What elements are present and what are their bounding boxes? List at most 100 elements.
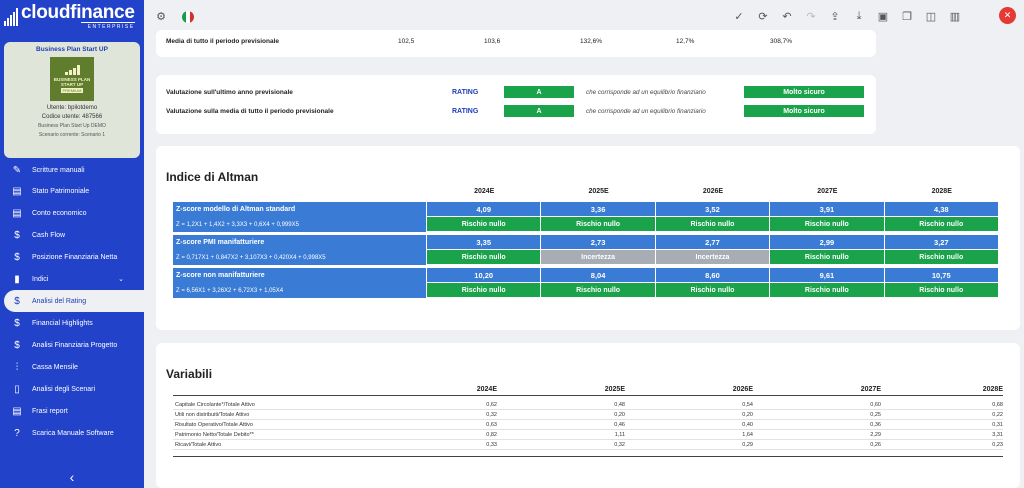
- year-header: 2025E: [588, 188, 609, 195]
- row-label: Utili non distribuiti/Totale Attivo: [175, 412, 250, 418]
- zscore-value: 3,27: [884, 235, 999, 250]
- year-header: 2028E: [931, 188, 952, 195]
- zscore-value: 3,35: [427, 235, 542, 250]
- media-value: 103,6: [484, 38, 501, 45]
- media-card: Media di tutto il periodo previsionale 1…: [156, 30, 876, 57]
- dollar-icon: $: [14, 251, 20, 263]
- altman-card: Indice di Altman 2024E 2025E 2026E 2027E…: [156, 146, 1020, 330]
- sidebar-item-cassa-mensile[interactable]: ⫶ Cassa Mensile: [0, 356, 144, 378]
- cell-value: 0,33: [486, 442, 497, 448]
- help-icon: ?: [14, 427, 20, 439]
- upload-icon[interactable]: ⇪: [830, 10, 840, 23]
- cell-value: 1,64: [742, 432, 753, 438]
- columns-icon[interactable]: ◫: [925, 10, 937, 23]
- zscore-value: 3,36: [541, 202, 656, 217]
- sidebar-item-label: Frasi report: [32, 407, 68, 415]
- bar-chart-icon: ▮: [14, 273, 20, 285]
- download-icon[interactable]: ⤓: [856, 9, 862, 22]
- cell-value: 0,63: [486, 422, 497, 428]
- year-header: 2026E: [732, 386, 753, 393]
- redo-icon[interactable]: ↷: [806, 10, 816, 23]
- sliders-icon: ⫶: [15, 361, 19, 373]
- chevron-left-icon: ‹: [69, 469, 75, 485]
- sidebar-item-scarica-manuale-software[interactable]: ? Scarica Manuale Software: [0, 422, 144, 444]
- year-header: 2027E: [817, 188, 838, 195]
- profile-card: Business Plan Start UP BUSINESS PLAN STA…: [4, 42, 140, 158]
- zscore-status: Rischio nullo: [427, 217, 542, 232]
- sidebar-nav: ✎ Scritture manuali ▤ Stato Patrimoniale…: [0, 160, 144, 444]
- row-label: Capitale Circolante*/Totale Attivo: [175, 402, 255, 408]
- table-row: Ricavi/Totale Attivo 0,33 0,32 0,29 0,26…: [173, 440, 1003, 450]
- settings-icon[interactable]: ⚙: [156, 10, 166, 23]
- sidebar-item-label: Stato Patrimoniale: [32, 187, 90, 195]
- rating-note: che corrisponde ad un equilibrio finanzi…: [586, 107, 706, 115]
- zscore-formula: Z = 1,2X1 + 1,4X2 + 3,3X3 + 0,6X4 + 0,99…: [173, 217, 427, 232]
- italian-flag-icon[interactable]: [182, 11, 194, 23]
- sidebar-item-indici[interactable]: ▮ Indici ⌄: [0, 268, 144, 290]
- altman-block-non-manifatturiere: Z-score non manifatturiere 10,20 8,04 8,…: [173, 268, 999, 298]
- document-icon: ▤: [12, 405, 22, 417]
- sidebar-item-posizione-finanziaria-netta[interactable]: $ Posizione Finanziaria Netta: [0, 246, 144, 268]
- media-value: 12,7%: [676, 38, 695, 45]
- valutazione-label: Valutazione sull'ultimo anno previsional…: [166, 88, 293, 96]
- sidebar-item-label: Cassa Mensile: [32, 363, 78, 371]
- cell-value: 2,29: [870, 432, 881, 438]
- rating-level-badge: Molto sicuro: [744, 105, 864, 117]
- sidebar-item-scritture-manuali[interactable]: ✎ Scritture manuali: [0, 160, 144, 180]
- document-icon: ▤: [12, 207, 22, 219]
- sidebar-item-cash-flow[interactable]: $ Cash Flow: [0, 224, 144, 246]
- profile-plan: Business Plan Start Up DEMO: [38, 123, 106, 129]
- undo-icon[interactable]: ↶: [782, 10, 792, 23]
- sidebar-item-label: Conto economico: [32, 209, 87, 217]
- plan-image-text-1: BUSINESS PLAN: [53, 77, 91, 82]
- growth-chart-icon: [64, 65, 80, 75]
- cell-value: 0,29: [742, 442, 753, 448]
- logo-bars-icon: [4, 8, 18, 26]
- zscore-status: Rischio nullo: [770, 250, 885, 265]
- plan-image: BUSINESS PLAN START UP PREMIUM: [50, 57, 94, 101]
- sidebar-item-label: Analisi degli Scenari: [32, 385, 96, 393]
- chevron-down-icon[interactable]: ⌄: [118, 276, 124, 283]
- cell-value: 0,60: [870, 402, 881, 408]
- altman-header: 2024E 2025E 2026E 2027E 2028E: [173, 188, 999, 200]
- close-button[interactable]: ✕: [999, 7, 1016, 24]
- table-row: Capitale Circolante*/Totale Attivo 0,62 …: [173, 400, 1003, 410]
- dollar-icon: $: [14, 317, 20, 329]
- year-header: 2028E: [982, 386, 1003, 393]
- rating-label: RATING: [452, 88, 479, 96]
- sidebar-collapse-button[interactable]: ‹: [0, 466, 144, 488]
- media-value: 102,5: [398, 38, 415, 45]
- dollar-icon: $: [14, 229, 20, 241]
- cell-value: 0,54: [742, 402, 753, 408]
- rating-badge: A: [504, 86, 574, 98]
- copy-icon[interactable]: ❐: [902, 10, 912, 23]
- rating-note: che corrisponde ad un equilibrio finanzi…: [586, 88, 706, 96]
- variabili-title: Variabili: [166, 367, 213, 381]
- sidebar-item-stato-patrimoniale[interactable]: ▤ Stato Patrimoniale: [0, 180, 144, 202]
- sidebar-item-analisi-del-rating[interactable]: $ Analisi del Rating: [4, 290, 144, 312]
- zscore-name: Z-score PMI manifatturiere: [173, 235, 427, 250]
- table-row: Utili non distribuiti/Totale Attivo 0,32…: [173, 410, 1003, 420]
- refresh-icon[interactable]: ⟳: [758, 10, 768, 23]
- pencil-icon: ✎: [12, 164, 22, 176]
- cell-value: 0,20: [742, 412, 753, 418]
- document-icon: ▤: [12, 185, 22, 197]
- cell-value: 0,68: [992, 402, 1003, 408]
- cell-value: 0,22: [992, 412, 1003, 418]
- sidebar-item-frasi-report[interactable]: ▤ Frasi report: [0, 400, 144, 422]
- sidebar-item-analisi-finanziaria-progetto[interactable]: $ Analisi Finanziaria Progetto: [0, 334, 144, 356]
- cell-value: 0,26: [870, 442, 881, 448]
- sidebar-item-analisi-degli-scenari[interactable]: ▯ Analisi degli Scenari: [0, 378, 144, 400]
- sidebar-item-conto-economico[interactable]: ▤ Conto economico: [0, 202, 144, 224]
- save-icon[interactable]: ▣: [877, 10, 889, 23]
- cell-value: 0,40: [742, 422, 753, 428]
- profile-code: Codice utente: 487566: [41, 114, 103, 120]
- altman-title: Indice di Altman: [166, 170, 259, 184]
- cell-value: 3,31: [992, 432, 1003, 438]
- sidebar-item-financial-highlights[interactable]: $ Financial Highlights: [0, 312, 144, 334]
- check-icon[interactable]: ✓: [734, 10, 744, 23]
- row-label: Patrimonio Netto/Totale Debito**: [175, 432, 254, 438]
- cell-value: 0,82: [486, 432, 497, 438]
- panel-icon[interactable]: ▥: [949, 10, 961, 23]
- app-logo[interactable]: cloudfinance ENTERPRISE: [0, 0, 144, 34]
